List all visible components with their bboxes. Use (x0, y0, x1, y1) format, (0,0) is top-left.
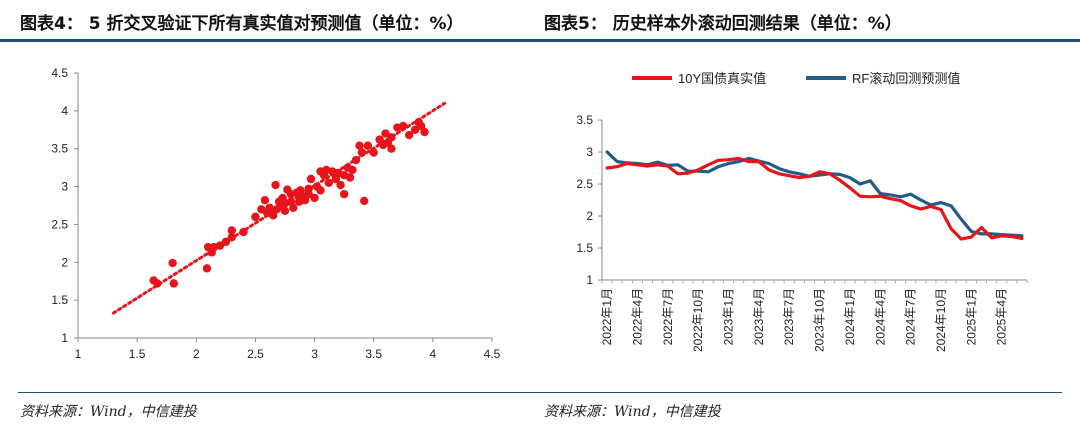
x-tick-label: 2024年4月 (873, 288, 887, 345)
data-point (360, 196, 369, 206)
line-chart: 1 1.5 2 2.5 3 3.5 2022年1月 2022年4月 2022年7月 2022年10… (576, 71, 1028, 352)
y-tick-label: 2.5 (51, 217, 68, 231)
data-point (168, 258, 177, 268)
data-point (296, 186, 305, 195)
x-tick-label: 2025年1月 (964, 288, 978, 345)
data-point (306, 174, 316, 184)
y-tick-label: 2 (586, 209, 593, 223)
legend-label: 10Y国债真实值 (678, 71, 766, 86)
chart-title-left: 图表4： 5 折交叉验证下所有真实值对预测值（单位：%） (20, 14, 464, 34)
data-point (268, 211, 278, 220)
x-tick-label: 2023年7月 (782, 288, 796, 345)
data-point (227, 233, 236, 242)
x-tick-label: 4 (430, 347, 437, 361)
data-point (310, 193, 319, 203)
y-tick-label: 3 (61, 180, 68, 194)
title-bar: 图表4： 5 折交叉验证下所有真实值对预测值（单位：%） 图表5： 历史样本外滚… (0, 0, 1080, 42)
y-tick-label: 3.5 (576, 113, 593, 127)
y-tick-label: 1 (61, 331, 68, 345)
legend-label: RF滚动回测预测值 (852, 71, 960, 86)
y-tick-label: 1.5 (51, 293, 68, 307)
x-tick-label: 2024年10月 (934, 288, 948, 352)
y-tick-label: 2.5 (576, 177, 593, 191)
data-point (227, 226, 236, 235)
series-line-0 (605, 156, 1024, 241)
x-tick-label: 2 (193, 347, 200, 361)
data-point (324, 178, 333, 187)
x-tick-label: 4.5 (484, 347, 501, 361)
source-note-left: 资料来源：Wind，中信建投 (20, 404, 197, 420)
data-point (289, 203, 298, 212)
x-tick-label: 2023年4月 (752, 288, 766, 345)
x-tick-label: 3 (311, 347, 318, 361)
data-point (251, 212, 260, 222)
data-point (316, 186, 325, 195)
y-tick-label: 3.5 (51, 142, 68, 156)
data-point (331, 171, 341, 180)
data-point (420, 127, 429, 137)
x-tick-label: 2024年1月 (843, 288, 857, 345)
scatter-chart: 1 1.5 2 2.5 3 3.5 4 4.5 1 1.5 2 2.5 3 3.5 4 4.5 (51, 66, 501, 361)
data-point (239, 227, 248, 237)
x-tick-label: 1.5 (129, 347, 146, 361)
x-tick-label: 2024年7月 (904, 288, 918, 345)
y-tick-label: 3 (586, 145, 593, 159)
data-point (316, 167, 325, 176)
x-tick-label: 2022年7月 (661, 288, 675, 345)
data-point (348, 165, 357, 175)
x-tick-label: 2023年1月 (721, 288, 735, 345)
data-point (355, 141, 364, 150)
data-point (387, 144, 396, 153)
footer-rule (18, 392, 1062, 393)
data-point (399, 121, 408, 131)
data-point (300, 196, 310, 205)
data-point (304, 184, 313, 194)
x-tick-label: 2022年4月 (630, 288, 644, 345)
data-point (265, 203, 274, 212)
y-tick-label: 2 (61, 255, 68, 269)
data-point (416, 121, 426, 131)
y-tick-label: 1 (586, 273, 593, 287)
y-tick-label: 4 (61, 104, 68, 118)
data-point (369, 148, 378, 157)
data-point (405, 130, 414, 140)
data-point (363, 141, 372, 150)
x-tick-label: 1 (75, 347, 82, 361)
data-point (336, 180, 345, 190)
series-line-1 (605, 150, 1024, 238)
data-point (387, 133, 396, 142)
data-point (345, 173, 355, 182)
data-point (260, 196, 270, 205)
data-point (339, 189, 349, 199)
x-tick-label: 3.5 (365, 347, 382, 361)
data-point (169, 279, 179, 288)
source-note-right: 资料来源：Wind，中信建投 (544, 404, 721, 420)
y-tick-label: 4.5 (51, 66, 68, 80)
chart-title-right: 图表5： 历史样本外滚动回测结果（单位：%） (544, 14, 902, 34)
data-point (280, 206, 290, 215)
data-point (202, 264, 212, 273)
x-tick-label: 2025年4月 (995, 288, 1009, 345)
data-point (271, 180, 280, 190)
data-point (357, 148, 367, 157)
x-tick-label: 2022年1月 (600, 288, 614, 345)
y-tick-label: 1.5 (576, 241, 593, 255)
data-point (351, 155, 361, 165)
x-tick-label: 2023年10月 (813, 288, 827, 352)
x-tick-label: 2.5 (247, 347, 264, 361)
data-point (221, 237, 231, 247)
data-point (153, 279, 162, 288)
x-tick-label: 2022年10月 (691, 288, 705, 352)
